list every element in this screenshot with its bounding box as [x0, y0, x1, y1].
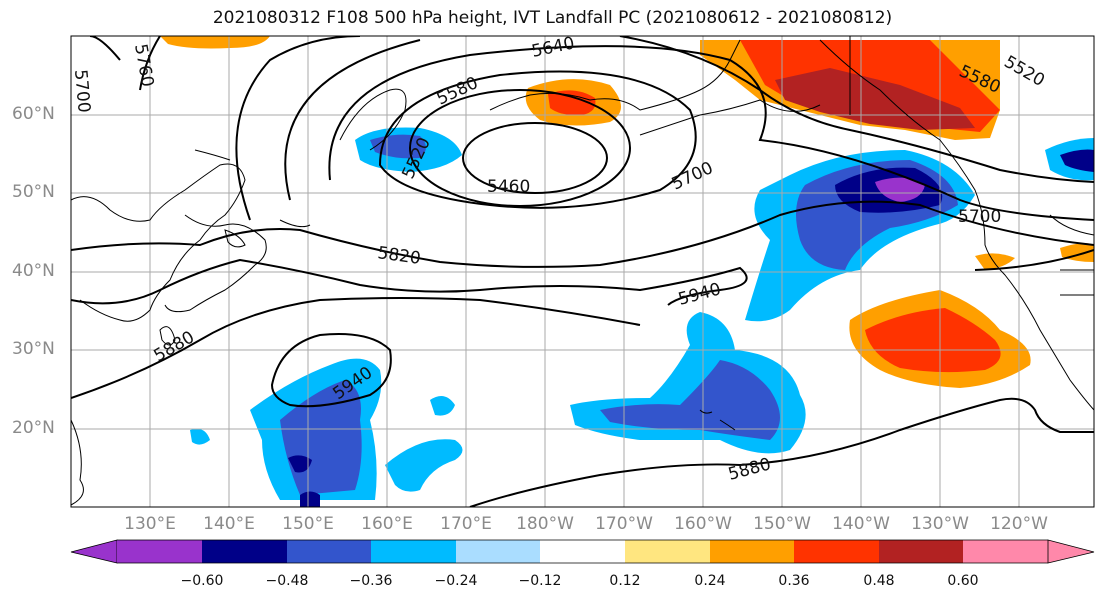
colorbar-cell	[202, 540, 287, 563]
negative-anomaly-small-patches	[190, 396, 463, 492]
contour-label: 5880	[726, 454, 773, 485]
colorbar-tick: −0.60	[180, 573, 224, 589]
lon-label: 150°W	[753, 514, 811, 534]
negative-anomaly-canada	[1045, 138, 1094, 181]
contour-label: 5700	[958, 207, 1001, 227]
contour-label: 5940	[676, 279, 723, 310]
lon-label: 130°E	[124, 514, 176, 534]
colorbar-cell	[117, 540, 202, 563]
contour-label: 5640	[530, 33, 576, 62]
colorbar-tick: 0.24	[694, 573, 726, 589]
contour-label: 5460	[487, 177, 530, 197]
colorbar-tick: −0.12	[518, 573, 562, 589]
colorbar-tick: −0.48	[265, 573, 309, 589]
contour-label: 5700	[669, 158, 717, 194]
contour-label: 5580	[434, 73, 482, 109]
map-frame	[70, 35, 1095, 508]
negative-anomaly-central-pacific	[570, 312, 806, 454]
lat-label: 50°N	[12, 182, 55, 202]
contour-label: 5880	[151, 327, 198, 366]
lon-label: 180°W	[516, 514, 574, 534]
colorbar-tick: −0.36	[349, 573, 393, 589]
colorbar-cell	[1047, 539, 1095, 564]
colorbar-tick: −0.24	[434, 573, 478, 589]
lon-label: 160°W	[674, 514, 732, 534]
lon-label: 170°W	[595, 514, 653, 534]
lon-label: 120°W	[990, 514, 1048, 534]
colorbar-tick: 0.36	[778, 573, 810, 589]
colorbar-cell	[963, 540, 1048, 563]
colorbar-cell	[710, 540, 794, 563]
colorbar-cell	[456, 540, 540, 563]
lon-label: 140°W	[832, 514, 890, 534]
contour-label: 5820	[376, 243, 422, 269]
colorbar-cell	[70, 539, 118, 564]
positive-anomaly-west-top	[160, 36, 270, 49]
positive-anomaly-california	[975, 243, 1094, 270]
colorbar-cell	[879, 540, 963, 563]
lat-label: 60°N	[12, 104, 55, 124]
positive-anomaly-bering	[525, 79, 621, 126]
lat-label: 30°N	[12, 339, 55, 359]
lon-label: 160°E	[361, 514, 413, 534]
colorbar-cell	[794, 540, 879, 563]
colorbar-tick: 0.12	[609, 573, 641, 589]
contour-label: 5520	[1001, 52, 1048, 91]
colorbar-cell	[371, 540, 456, 563]
colorbar-tick: 0.60	[947, 573, 979, 589]
coastlines	[71, 36, 1094, 506]
lon-label: 130°W	[911, 514, 969, 534]
map-title: 2021080312 F108 500 hPa height, IVT Land…	[212, 8, 893, 28]
colorbar-cell	[625, 540, 710, 563]
height-contours	[71, 36, 1094, 507]
colorbar-cell	[287, 540, 371, 563]
lon-label: 150°E	[282, 514, 334, 534]
lon-label: 170°E	[440, 514, 492, 534]
lon-label: 140°E	[203, 514, 255, 534]
lat-label: 20°N	[12, 418, 55, 438]
colorbar	[70, 539, 1095, 564]
colorbar-cell	[540, 540, 625, 563]
colorbar-tick: 0.48	[863, 573, 895, 589]
lat-label: 40°N	[12, 261, 55, 281]
contour-label: 5700	[70, 69, 94, 114]
